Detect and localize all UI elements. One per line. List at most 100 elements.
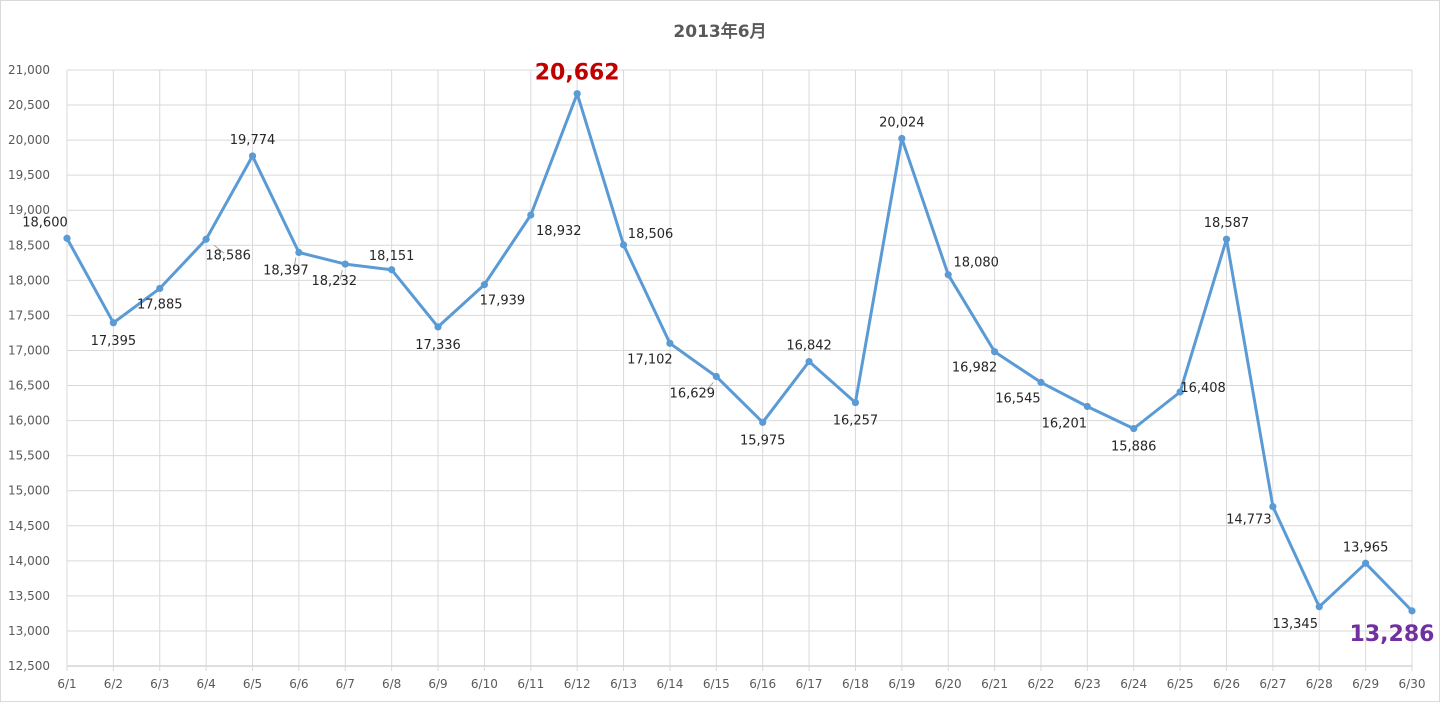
data-point <box>388 266 396 274</box>
data-label: 13,345 <box>1272 617 1318 632</box>
data-label: 18,506 <box>628 227 674 242</box>
data-label: 15,975 <box>740 433 786 448</box>
x-tick-label: 6/25 <box>1167 677 1194 691</box>
data-label: 19,774 <box>230 133 276 148</box>
y-tick-label: 20,000 <box>8 133 50 147</box>
data-label: 16,842 <box>786 339 832 354</box>
x-axis: 6/1 6/2 6/3 6/4 6/5 6/6 6/7 6/8 6/9 6/10 6/11 6/12 6… <box>57 677 1425 691</box>
data-label: 16,629 <box>670 386 716 401</box>
x-tick-label: 6/10 <box>471 677 498 691</box>
y-tick-label: 16,000 <box>8 414 50 428</box>
data-label: 14,773 <box>1226 513 1272 528</box>
data-label: 17,336 <box>415 338 461 353</box>
y-tick-label: 15,000 <box>8 484 50 498</box>
label-leader-line <box>705 382 714 391</box>
y-tick-label: 18,500 <box>8 238 50 252</box>
data-label: 16,201 <box>1042 416 1088 431</box>
data-point <box>156 284 164 293</box>
data-point <box>480 281 489 289</box>
y-tick-label: 14,000 <box>8 554 50 568</box>
x-tick-label: 6/28 <box>1306 677 1333 691</box>
x-tick-label: 6/9 <box>428 677 447 691</box>
x-tick-label: 6/23 <box>1074 677 1101 691</box>
x-tick-label: 6/8 <box>382 677 401 691</box>
data-point <box>109 319 117 327</box>
x-tick-label: 6/5 <box>243 677 262 691</box>
data-label: 20,024 <box>879 115 925 130</box>
data-label: 17,395 <box>91 334 137 349</box>
y-tick-label: 12,500 <box>8 659 50 673</box>
y-tick-label: 21,000 <box>8 63 50 77</box>
data-label: 16,982 <box>952 361 998 376</box>
x-tick-label: 6/11 <box>517 677 544 691</box>
data-point <box>202 235 210 243</box>
data-label: 17,939 <box>480 294 526 309</box>
y-tick-label: 16,500 <box>8 379 50 393</box>
data-label: 18,232 <box>312 274 358 289</box>
data-label: 13,286 <box>1350 622 1435 647</box>
data-label: 17,885 <box>137 297 183 312</box>
data-point <box>295 248 303 257</box>
x-tick-label: 6/3 <box>150 677 169 691</box>
data-point <box>666 339 674 347</box>
y-tick-label: 19,500 <box>8 168 50 182</box>
y-tick-label: 17,500 <box>8 308 50 322</box>
data-point <box>434 323 442 331</box>
data-point <box>1408 607 1416 615</box>
data-label: 18,587 <box>1204 216 1250 231</box>
data-point <box>1176 388 1184 396</box>
y-tick-label: 13,500 <box>8 589 50 603</box>
y-tick-label: 13,000 <box>8 624 50 638</box>
x-tick-label: 6/22 <box>1027 677 1054 691</box>
x-tick-label: 6/19 <box>888 677 915 691</box>
data-point <box>1315 603 1323 611</box>
data-point <box>619 241 628 249</box>
data-label: 16,257 <box>833 414 879 429</box>
chart-title: 2013年6月 <box>673 21 766 42</box>
label-leader-line <box>339 269 343 280</box>
data-label: 18,397 <box>263 264 309 279</box>
x-tick-label: 6/29 <box>1352 677 1379 691</box>
series <box>63 90 1416 615</box>
data-point <box>759 418 767 426</box>
data-label: 16,545 <box>995 391 1041 406</box>
data-point <box>527 211 535 219</box>
data-point <box>1083 402 1091 411</box>
data-label: 15,886 <box>1111 440 1157 455</box>
x-tick-label: 6/1 <box>57 677 76 691</box>
x-tick-label: 6/6 <box>289 677 308 691</box>
x-tick-label: 6/13 <box>610 677 637 691</box>
x-tick-label: 6/24 <box>1120 677 1147 691</box>
grid <box>66 69 1413 671</box>
data-point <box>1269 503 1277 511</box>
data-label: 18,600 <box>22 215 68 230</box>
data-point <box>1222 235 1231 243</box>
data-point <box>898 134 906 143</box>
data-label: 18,932 <box>536 224 582 239</box>
data-point <box>990 348 999 356</box>
data-label: 20,662 <box>535 61 620 86</box>
data-point <box>341 260 349 268</box>
y-tick-label: 20,500 <box>8 98 50 112</box>
data-label: 13,965 <box>1343 540 1389 555</box>
x-tick-label: 6/17 <box>796 677 823 691</box>
data-label: 16,408 <box>1180 381 1226 396</box>
y-axis: 12,500 13,000 13,500 14,000 14,500 15,000 15,5… <box>8 63 50 673</box>
x-tick-label: 6/16 <box>749 677 776 691</box>
y-tick-label: 18,000 <box>8 273 50 287</box>
label-leader-line <box>293 257 297 269</box>
series-line <box>65 92 1414 613</box>
x-tick-label: 6/26 <box>1213 677 1240 691</box>
data-labels: 18,600 17,395 17,885 18,586 19,774 18,39718,2… <box>22 61 1434 647</box>
data-point <box>851 398 860 407</box>
data-point <box>944 271 952 279</box>
data-point <box>63 234 71 242</box>
data-point <box>712 372 720 381</box>
x-tick-label: 6/15 <box>703 677 730 691</box>
data-point <box>1037 378 1045 386</box>
y-tick-label: 19,000 <box>8 203 50 217</box>
x-tick-label: 6/14 <box>656 677 683 691</box>
x-tick-label: 6/4 <box>196 677 215 691</box>
